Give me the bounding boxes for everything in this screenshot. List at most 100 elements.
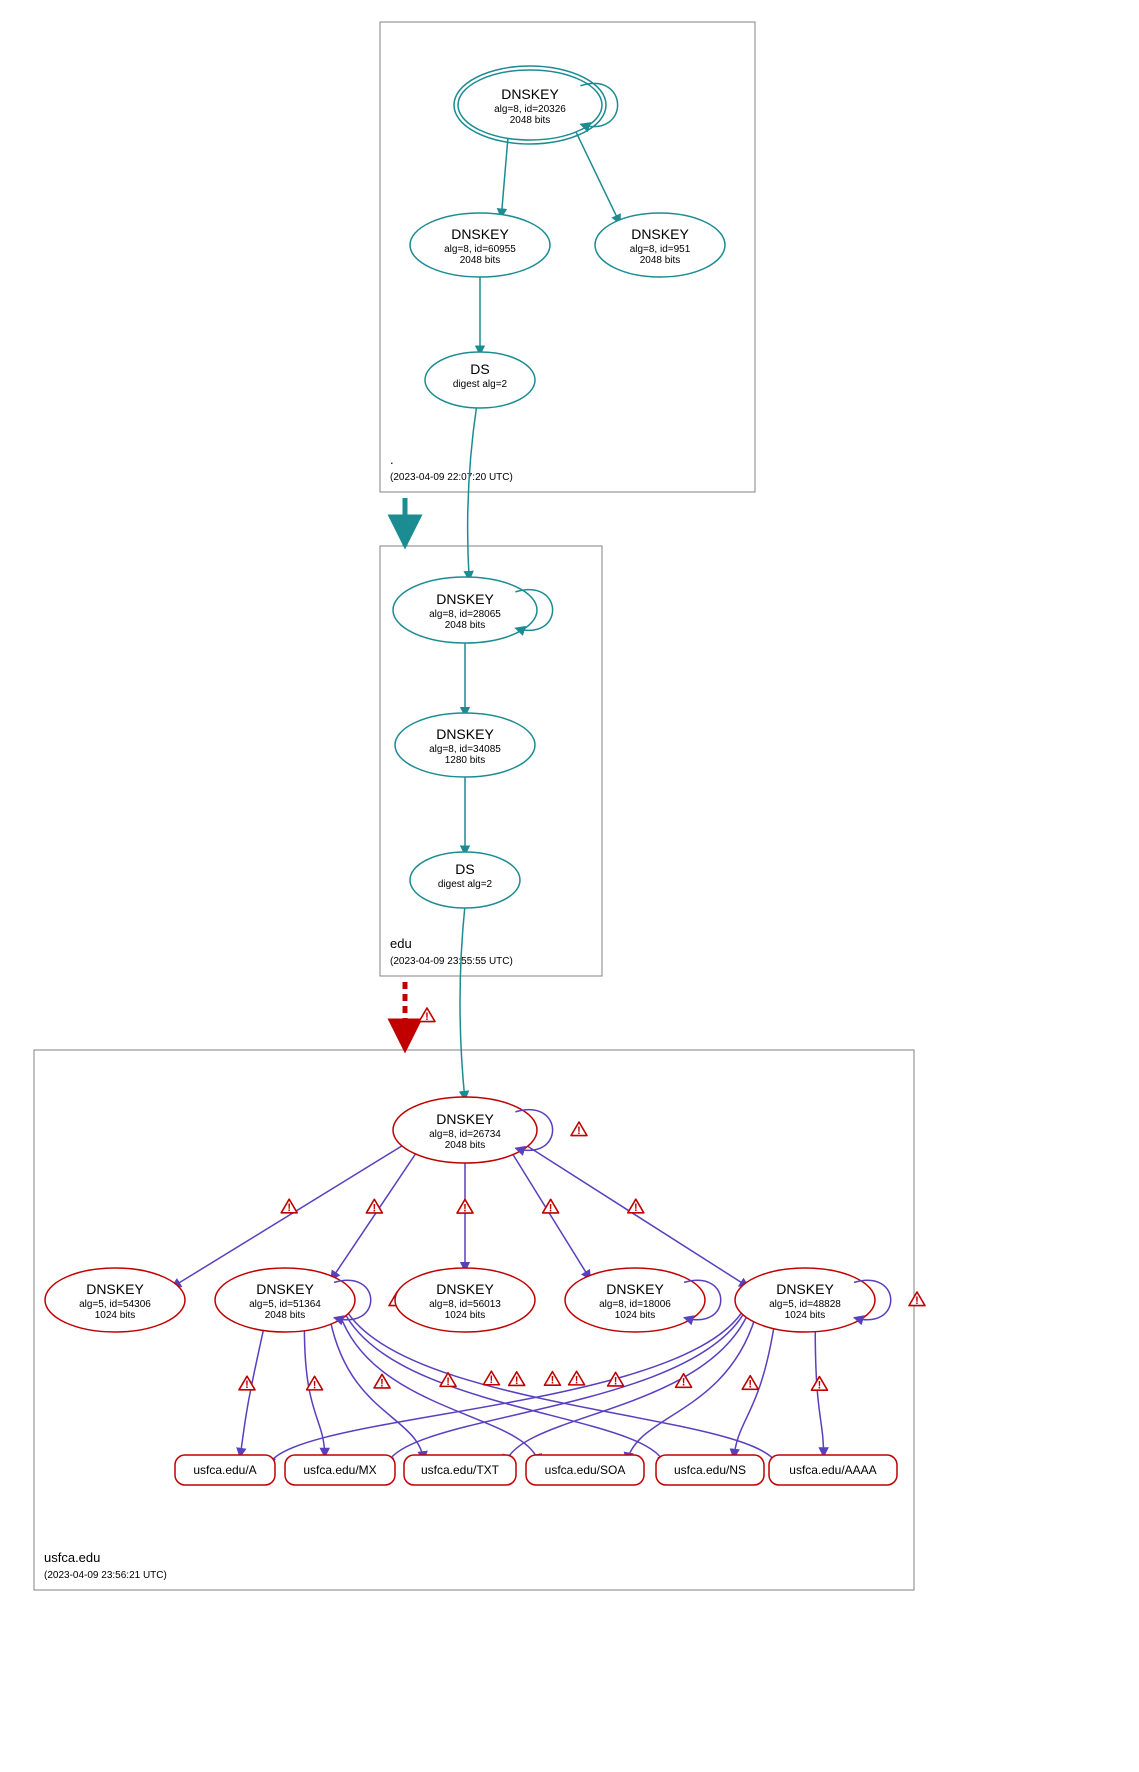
edge-root_ksk-root_zsk2	[574, 128, 620, 224]
svg-text:digest alg=2: digest alg=2	[438, 879, 493, 890]
svg-text:!: !	[748, 1379, 752, 1391]
warning-icon: !	[374, 1374, 390, 1389]
record-rr_aaaa: usfca.edu/AAAA	[769, 1455, 897, 1485]
warning-icon: !	[571, 1122, 587, 1137]
svg-text:!: !	[682, 1377, 686, 1389]
svg-text:2048 bits: 2048 bits	[460, 255, 501, 266]
svg-text:2048 bits: 2048 bits	[510, 115, 551, 126]
svg-text:usfca.edu/NS: usfca.edu/NS	[674, 1463, 746, 1477]
svg-text:DNSKEY: DNSKEY	[776, 1281, 834, 1297]
svg-text:DNSKEY: DNSKEY	[436, 1111, 494, 1127]
zone-time-root: (2023-04-09 22:07:20 UTC)	[390, 472, 513, 483]
svg-text:!: !	[446, 1376, 450, 1388]
svg-text:alg=8, id=18006: alg=8, id=18006	[599, 1299, 671, 1310]
edge-us_k2-rr_soa	[340, 1314, 539, 1463]
svg-text:!: !	[915, 1295, 919, 1307]
svg-text:DNSKEY: DNSKEY	[436, 1281, 494, 1297]
svg-text:alg=8, id=34085: alg=8, id=34085	[429, 744, 501, 755]
edge-us_k2-rr_ns	[343, 1311, 664, 1465]
node-us_k1: DNSKEY alg=5, id=543061024 bits	[45, 1268, 185, 1332]
svg-text:alg=8, id=56013: alg=8, id=56013	[429, 1299, 501, 1310]
warning-icon: !	[281, 1199, 297, 1214]
node-root_ds: DS digest alg=2	[425, 352, 535, 408]
svg-text:DNSKEY: DNSKEY	[256, 1281, 314, 1297]
svg-text:2048 bits: 2048 bits	[445, 1140, 486, 1151]
svg-text:alg=8, id=28065: alg=8, id=28065	[429, 609, 501, 620]
warning-icon: !	[457, 1199, 473, 1214]
svg-text:DNSKEY: DNSKEY	[451, 226, 509, 242]
svg-text:alg=5, id=54306: alg=5, id=54306	[79, 1299, 151, 1310]
svg-text:DS: DS	[455, 861, 474, 877]
edge-us_k5-rr_ns	[734, 1325, 775, 1458]
svg-text:usfca.edu/TXT: usfca.edu/TXT	[421, 1463, 500, 1477]
svg-text:digest alg=2: digest alg=2	[453, 379, 508, 390]
node-us_k4: DNSKEY alg=8, id=180061024 bits	[565, 1268, 721, 1332]
svg-text:DNSKEY: DNSKEY	[86, 1281, 144, 1297]
svg-text:!: !	[373, 1202, 377, 1214]
edge-us_k2-rr_aaaa	[345, 1309, 778, 1466]
warning-icon: !	[544, 1372, 560, 1387]
svg-text:!: !	[634, 1202, 638, 1214]
svg-text:!: !	[463, 1202, 467, 1214]
svg-text:alg=8, id=20326: alg=8, id=20326	[494, 104, 566, 115]
svg-text:!: !	[614, 1375, 618, 1387]
node-root_zsk1: DNSKEY alg=8, id=609552048 bits	[410, 213, 550, 277]
edge-us_ksk-us_k1	[172, 1143, 407, 1287]
svg-text:DNSKEY: DNSKEY	[436, 726, 494, 742]
zone-label-edu: edu	[390, 936, 412, 951]
warning-icon: !	[509, 1372, 525, 1387]
svg-text:2048 bits: 2048 bits	[640, 255, 681, 266]
warning-icon: !	[569, 1371, 585, 1386]
svg-text:!: !	[245, 1379, 249, 1391]
node-us_k2: DNSKEY alg=5, id=513642048 bits	[215, 1268, 371, 1332]
node-us_k3: DNSKEY alg=8, id=560131024 bits	[395, 1268, 535, 1332]
zone-time-edu: (2023-04-09 23:55:55 UTC)	[390, 956, 513, 967]
warning-icon: !	[909, 1292, 925, 1307]
svg-text:alg=5, id=51364: alg=5, id=51364	[249, 1299, 321, 1310]
svg-text:!: !	[313, 1379, 317, 1391]
svg-text:DS: DS	[470, 361, 489, 377]
node-edu_ksk: DNSKEYalg=8, id=280652048 bits	[393, 577, 553, 643]
svg-text:!: !	[577, 1125, 581, 1137]
svg-text:alg=8, id=26734: alg=8, id=26734	[429, 1129, 501, 1140]
record-rr_mx: usfca.edu/MX	[285, 1455, 395, 1485]
svg-text:!: !	[515, 1375, 519, 1387]
zone-label-usfca: usfca.edu	[44, 1550, 100, 1565]
warning-icon: !	[742, 1376, 758, 1391]
warning-icon: !	[628, 1199, 644, 1214]
record-rr_ns: usfca.edu/NS	[656, 1455, 764, 1485]
svg-text:usfca.edu/SOA: usfca.edu/SOA	[545, 1463, 626, 1477]
svg-text:1024 bits: 1024 bits	[95, 1310, 136, 1321]
edge-us_ksk-us_k2	[331, 1150, 418, 1280]
svg-text:alg=8, id=60955: alg=8, id=60955	[444, 244, 516, 255]
svg-text:usfca.edu/A: usfca.edu/A	[193, 1463, 256, 1477]
svg-text:!: !	[575, 1374, 579, 1386]
warning-icon: !	[811, 1377, 827, 1392]
node-root_zsk2: DNSKEY alg=8, id=9512048 bits	[595, 213, 725, 277]
svg-text:DNSKEY: DNSKEY	[631, 226, 689, 242]
svg-text:usfca.edu/AAAA: usfca.edu/AAAA	[789, 1463, 876, 1477]
svg-text:!: !	[551, 1375, 555, 1387]
svg-text:1280 bits: 1280 bits	[445, 755, 486, 766]
edge-us_k5-rr_a	[268, 1308, 744, 1466]
zone-label-root: .	[390, 452, 394, 467]
record-rr_a: usfca.edu/A	[175, 1455, 275, 1485]
warning-icon: !	[483, 1371, 499, 1386]
svg-text:alg=8, id=951: alg=8, id=951	[630, 244, 691, 255]
node-us_ksk: DNSKEY alg=8, id=267342048 bits	[393, 1097, 553, 1163]
svg-text:1024 bits: 1024 bits	[445, 1310, 486, 1321]
svg-text:DNSKEY: DNSKEY	[501, 86, 559, 102]
svg-text:!: !	[490, 1374, 494, 1386]
record-rr_soa: usfca.edu/SOA	[526, 1455, 644, 1485]
svg-text:!: !	[380, 1377, 384, 1389]
zone-time-usfca: (2023-04-09 23:56:21 UTC)	[44, 1570, 167, 1581]
node-us_k5: DNSKEYalg=5, id=488281024 bits	[735, 1268, 891, 1332]
svg-text:1024 bits: 1024 bits	[615, 1310, 656, 1321]
record-rr_txt: usfca.edu/TXT	[404, 1455, 516, 1485]
node-edu_ds: DS digest alg=2	[410, 852, 520, 908]
edge-us_ksk-us_k4	[511, 1151, 591, 1280]
svg-text:2048 bits: 2048 bits	[265, 1310, 306, 1321]
edge-root_ksk-root_zsk1	[501, 135, 508, 218]
edge-us_k5-rr_aaaa	[815, 1328, 823, 1456]
svg-text:DNSKEY: DNSKEY	[606, 1281, 664, 1297]
